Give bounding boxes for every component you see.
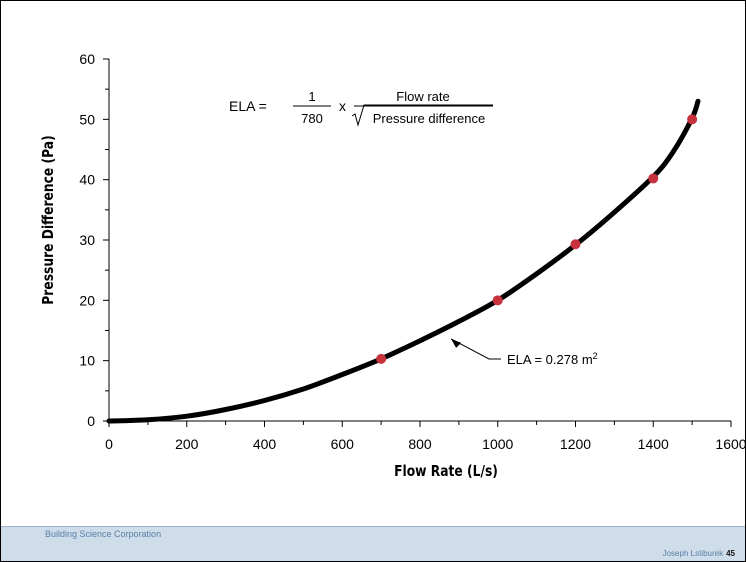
footer-author: Joseph Lstiburek 45 (663, 549, 735, 558)
data-point (648, 173, 659, 184)
formula-flow-label: Flow rate (396, 89, 449, 104)
x-tick-label: 1200 (560, 436, 591, 452)
page-number: 45 (726, 549, 735, 558)
formula-numerator: 1 (308, 89, 315, 104)
y-tick-label: 60 (79, 51, 95, 67)
x-tick-label: 200 (175, 436, 199, 452)
y-tick-label: 0 (87, 413, 95, 429)
x-tick-label: 800 (408, 436, 432, 452)
annotation-leader-line (450, 338, 501, 360)
annotation-label: ELA = 0.278 m2 (507, 351, 598, 367)
y-tick-label: 20 (79, 292, 95, 308)
data-point (570, 239, 581, 250)
label-layer: ELA = 1 780 x Flow rate Pressure difference EL… (229, 89, 598, 367)
data-point (492, 295, 503, 306)
chart: 0 200 400 600 800 1000 1200 1400 1600 0 10 20 30 40 50… (40, 51, 745, 480)
formula-radical (351, 104, 493, 127)
annotation-label-superscript: 2 (593, 351, 598, 361)
y-tick-label: 10 (79, 353, 95, 369)
formula-pressure-label: Pressure difference (373, 111, 486, 126)
annotation-arrowhead (451, 338, 462, 348)
data-point (376, 353, 387, 364)
x-tick-label: 400 (253, 436, 277, 452)
marker-layer (376, 114, 698, 364)
x-tick-label: 1600 (715, 436, 745, 452)
formula-lhs: ELA = (229, 98, 267, 114)
footer: Building Science Corporation Joseph Lsti… (1, 526, 745, 561)
axes: 0 200 400 600 800 1000 1200 1400 1600 0 10 20 30 40 50… (40, 51, 745, 480)
annotation-label-main: ELA = 0.278 m (507, 352, 593, 367)
y-tick-label: 40 (79, 172, 95, 188)
y-tick-label: 30 (79, 232, 95, 248)
curve-layer (106, 98, 701, 424)
ela-curve (106, 98, 701, 424)
footer-author-name: Joseph Lstiburek (662, 549, 724, 558)
y-axis-title: Pressure Difference (Pa) (40, 135, 57, 304)
x-tick-label: 600 (331, 436, 355, 452)
x-axis-title: Flow Rate (L/s) (394, 463, 498, 480)
footer-company: Building Science Corporation (45, 529, 162, 539)
data-point (687, 114, 698, 125)
y-tick-label: 50 (79, 111, 95, 127)
formula-times: x (339, 98, 346, 114)
x-tick-label: 1000 (482, 436, 513, 452)
x-tick-label: 0 (105, 436, 113, 452)
x-tick-label: 1400 (638, 436, 669, 452)
formula-denominator: 780 (301, 111, 323, 126)
